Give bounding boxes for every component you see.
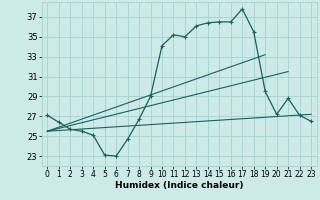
X-axis label: Humidex (Indice chaleur): Humidex (Indice chaleur) bbox=[115, 181, 244, 190]
